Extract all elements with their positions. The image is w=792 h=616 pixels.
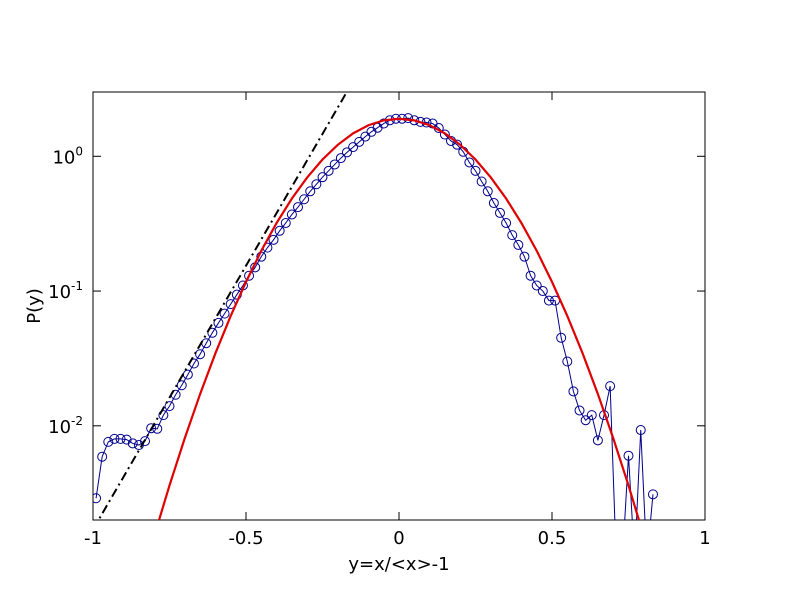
data-point xyxy=(580,415,591,426)
data-point xyxy=(647,489,658,500)
data-point xyxy=(274,225,285,236)
data-point xyxy=(158,410,169,421)
data-point xyxy=(323,165,334,176)
y-tick-label: 10-1 xyxy=(48,279,83,303)
data-point xyxy=(268,234,279,245)
data-point xyxy=(635,425,646,436)
data-point xyxy=(127,438,138,449)
data-point xyxy=(630,556,639,565)
data-point xyxy=(354,136,365,147)
data-point xyxy=(519,251,530,262)
data-point xyxy=(176,380,187,391)
data-point xyxy=(586,410,597,421)
data-point xyxy=(348,142,359,153)
data-point xyxy=(562,356,573,367)
data-point xyxy=(280,217,291,228)
data-point xyxy=(525,270,536,281)
data-point xyxy=(556,332,567,343)
y-tick-base: 10 xyxy=(52,147,75,168)
data-point xyxy=(286,209,297,220)
data-point xyxy=(164,401,175,412)
data-point xyxy=(152,423,163,434)
data-point xyxy=(452,139,463,150)
data-point xyxy=(103,436,114,447)
y-tick-base: 10 xyxy=(48,282,71,303)
data-point xyxy=(305,186,316,197)
data-point xyxy=(482,186,493,197)
data-point xyxy=(213,317,224,328)
data-point xyxy=(109,433,120,444)
data-point xyxy=(531,280,542,291)
data-point xyxy=(507,230,518,241)
data-point xyxy=(93,493,102,504)
y-tick-exponent: 0 xyxy=(75,144,83,158)
y-tick-exponent: -2 xyxy=(71,414,83,428)
data-point xyxy=(592,435,603,446)
data-point xyxy=(97,451,108,462)
data-point xyxy=(574,405,585,416)
data-point xyxy=(299,194,310,205)
data-point xyxy=(470,165,481,176)
x-tick-label: 0 xyxy=(393,528,404,549)
data-point xyxy=(543,295,554,306)
x-axis-label: y=x/<x>-1 xyxy=(348,554,449,575)
data-point xyxy=(403,113,414,124)
data-point xyxy=(501,217,512,228)
y-tick-base: 10 xyxy=(48,417,71,438)
data-point xyxy=(140,436,151,447)
data-point xyxy=(293,202,304,213)
data-point xyxy=(378,118,389,129)
y-axis-label: P(y) xyxy=(24,288,45,324)
data-point xyxy=(618,556,627,565)
data-point xyxy=(115,433,126,444)
series-line xyxy=(95,117,654,520)
data-point xyxy=(341,147,352,158)
data-point xyxy=(642,556,651,565)
data-point xyxy=(146,423,157,434)
data-point xyxy=(623,450,634,461)
data-point xyxy=(513,239,524,250)
series-line xyxy=(97,92,348,520)
data-point xyxy=(605,381,616,392)
data-point xyxy=(335,153,346,164)
data-point xyxy=(311,179,322,190)
plot-area xyxy=(93,92,658,565)
data-point xyxy=(207,327,218,338)
data-point xyxy=(329,159,340,170)
series-line xyxy=(157,117,641,520)
x-tick-label: -0.5 xyxy=(228,528,263,549)
data-point xyxy=(464,157,475,168)
x-tick-label: 1 xyxy=(699,528,710,549)
data-point xyxy=(568,386,579,397)
data-point xyxy=(488,198,499,209)
y-tick-exponent: -1 xyxy=(71,279,83,293)
data-point xyxy=(476,176,487,187)
data-point xyxy=(244,270,255,281)
plot-frame xyxy=(92,91,706,521)
x-tick-label: 0.5 xyxy=(538,528,567,549)
data-point xyxy=(317,172,328,183)
data-point xyxy=(612,556,621,565)
data-point xyxy=(360,131,371,142)
data-point xyxy=(439,129,450,140)
data-point xyxy=(494,207,505,218)
data-point xyxy=(219,308,230,319)
data-point xyxy=(537,286,548,297)
y-tick-label: 10-2 xyxy=(48,414,83,438)
x-tick-label: -1 xyxy=(84,528,102,549)
y-tick-label: 100 xyxy=(52,144,83,168)
